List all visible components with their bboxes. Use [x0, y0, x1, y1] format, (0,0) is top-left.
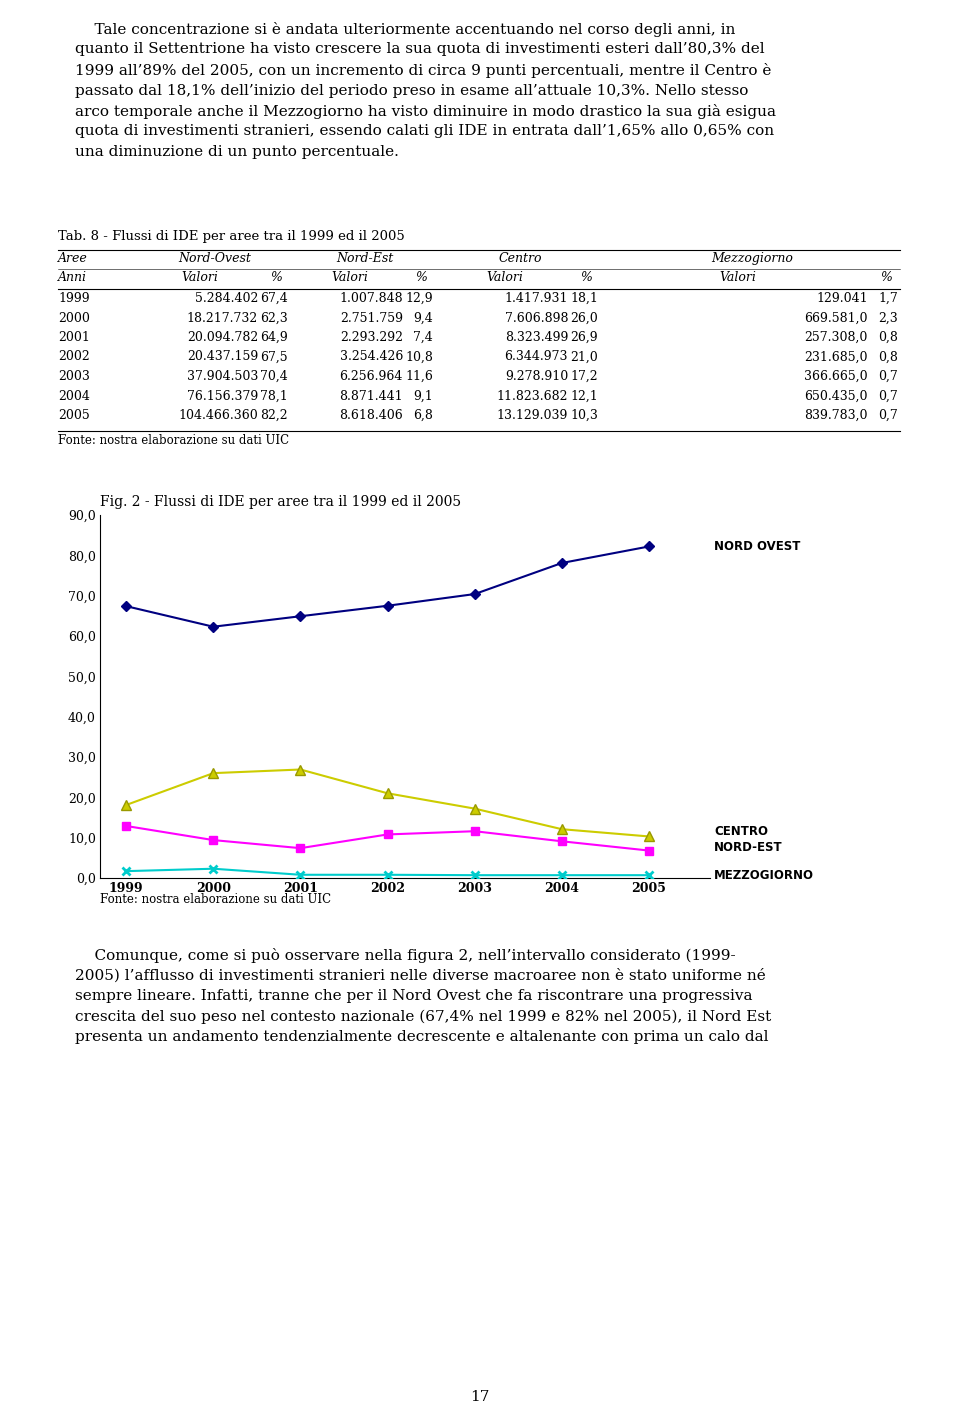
Text: 5.284.402: 5.284.402: [195, 292, 258, 305]
Text: 11,6: 11,6: [405, 370, 433, 383]
Text: %: %: [880, 271, 892, 283]
Text: 17,2: 17,2: [570, 370, 598, 383]
Text: una diminuzione di un punto percentuale.: una diminuzione di un punto percentuale.: [75, 145, 398, 159]
Text: 13.129.039: 13.129.039: [496, 410, 568, 422]
Text: 669.581,0: 669.581,0: [804, 312, 868, 324]
Text: 2001: 2001: [58, 332, 90, 344]
Text: 231.685,0: 231.685,0: [804, 350, 868, 364]
Text: 2.293.292: 2.293.292: [340, 332, 403, 344]
Text: 8.618.406: 8.618.406: [339, 410, 403, 422]
Text: MEZZOGIORNO: MEZZOGIORNO: [714, 869, 814, 881]
Text: Valori: Valori: [181, 271, 219, 283]
Text: 7.606.898: 7.606.898: [505, 312, 568, 324]
Text: 2.751.759: 2.751.759: [340, 312, 403, 324]
Text: 62,3: 62,3: [260, 312, 288, 324]
Text: 18,1: 18,1: [570, 292, 598, 305]
Text: 366.665,0: 366.665,0: [804, 370, 868, 383]
Text: 2,3: 2,3: [878, 312, 898, 324]
Text: Valori: Valori: [719, 271, 756, 283]
Text: 1999: 1999: [58, 292, 89, 305]
Text: Nord-Ovest: Nord-Ovest: [179, 252, 252, 265]
Text: 67,4: 67,4: [260, 292, 288, 305]
Text: 6.344.973: 6.344.973: [505, 350, 568, 364]
Text: 78,1: 78,1: [260, 390, 288, 402]
Text: 0,7: 0,7: [878, 390, 898, 402]
Text: 0,7: 0,7: [878, 370, 898, 383]
Text: Aree: Aree: [58, 252, 87, 265]
Text: 10,3: 10,3: [570, 410, 598, 422]
Text: Fonte: nostra elaborazione su dati UIC: Fonte: nostra elaborazione su dati UIC: [58, 434, 289, 446]
Text: 129.041: 129.041: [816, 292, 868, 305]
Text: 7,4: 7,4: [413, 332, 433, 344]
Text: arco temporale anche il Mezzogiorno ha visto diminuire in modo drastico la sua g: arco temporale anche il Mezzogiorno ha v…: [75, 103, 776, 119]
Text: 2005) l’afflusso di investimenti stranieri nelle diverse macroaree non è stato u: 2005) l’afflusso di investimenti stranie…: [75, 968, 766, 983]
Text: 8.323.499: 8.323.499: [505, 332, 568, 344]
Text: 12,9: 12,9: [405, 292, 433, 305]
Text: 3.254.426: 3.254.426: [340, 350, 403, 364]
Text: sempre lineare. Infatti, tranne che per il Nord Ovest che fa riscontrare una pro: sempre lineare. Infatti, tranne che per …: [75, 989, 753, 1003]
Text: 1.007.848: 1.007.848: [340, 292, 403, 305]
Text: 6.256.964: 6.256.964: [340, 370, 403, 383]
Text: Valori: Valori: [487, 271, 523, 283]
Text: Centro: Centro: [498, 252, 541, 265]
Text: 9,1: 9,1: [413, 390, 433, 402]
Text: Nord-Est: Nord-Est: [336, 252, 394, 265]
Text: quota di investimenti stranieri, essendo calati gli IDE in entrata dall’1,65% al: quota di investimenti stranieri, essendo…: [75, 125, 774, 139]
Text: 1999 all’89% del 2005, con un incremento di circa 9 punti percentuali, mentre il: 1999 all’89% del 2005, con un incremento…: [75, 62, 772, 78]
Text: 0,8: 0,8: [878, 350, 898, 364]
Text: 20.094.782: 20.094.782: [187, 332, 258, 344]
Text: 11.823.682: 11.823.682: [496, 390, 568, 402]
Text: 257.308,0: 257.308,0: [804, 332, 868, 344]
Text: 2003: 2003: [58, 370, 90, 383]
Text: NORD-EST: NORD-EST: [714, 842, 783, 854]
Text: NORD OVEST: NORD OVEST: [714, 540, 801, 553]
Text: Mezzogiorno: Mezzogiorno: [711, 252, 793, 265]
Text: Comunque, come si può osservare nella figura 2, nell’intervallo considerato (199: Comunque, come si può osservare nella fi…: [75, 948, 735, 964]
Text: 9.278.910: 9.278.910: [505, 370, 568, 383]
Text: 2004: 2004: [58, 390, 90, 402]
Text: 8.871.441: 8.871.441: [340, 390, 403, 402]
Text: 2005: 2005: [58, 410, 89, 422]
Text: 21,0: 21,0: [570, 350, 598, 364]
Text: 26,0: 26,0: [570, 312, 598, 324]
Text: 104.466.360: 104.466.360: [179, 410, 258, 422]
Text: 37.904.503: 37.904.503: [186, 370, 258, 383]
Text: Tab. 8 - Flussi di IDE per aree tra il 1999 ed il 2005: Tab. 8 - Flussi di IDE per aree tra il 1…: [58, 230, 405, 242]
Text: %: %: [580, 271, 592, 283]
Text: presenta un andamento tendenzialmente decrescente e altalenante con prima un cal: presenta un andamento tendenzialmente de…: [75, 1030, 769, 1044]
Text: 20.437.159: 20.437.159: [187, 350, 258, 364]
Text: 82,2: 82,2: [260, 410, 288, 422]
Text: 0,7: 0,7: [878, 410, 898, 422]
Text: 1.417.931: 1.417.931: [505, 292, 568, 305]
Text: 76.156.379: 76.156.379: [187, 390, 258, 402]
Text: passato dal 18,1% dell’inizio del periodo preso in esame all’attuale 10,3%. Nell: passato dal 18,1% dell’inizio del period…: [75, 84, 749, 98]
Text: Fonte: nostra elaborazione su dati UIC: Fonte: nostra elaborazione su dati UIC: [100, 893, 331, 905]
Text: 17: 17: [470, 1390, 490, 1404]
Text: 6,8: 6,8: [413, 410, 433, 422]
Text: Anni: Anni: [58, 271, 87, 283]
Text: %: %: [270, 271, 282, 283]
Text: 26,9: 26,9: [570, 332, 598, 344]
Text: Fig. 2 - Flussi di IDE per aree tra il 1999 ed il 2005: Fig. 2 - Flussi di IDE per aree tra il 1…: [100, 495, 461, 509]
Text: 18.217.732: 18.217.732: [187, 312, 258, 324]
Text: quanto il Settentrione ha visto crescere la sua quota di investimenti esteri dal: quanto il Settentrione ha visto crescere…: [75, 43, 764, 57]
Text: 839.783,0: 839.783,0: [804, 410, 868, 422]
Text: 2000: 2000: [58, 312, 90, 324]
Text: Valori: Valori: [331, 271, 369, 283]
Text: 2002: 2002: [58, 350, 89, 364]
Text: 12,1: 12,1: [570, 390, 598, 402]
Text: %: %: [415, 271, 427, 283]
Text: 10,8: 10,8: [405, 350, 433, 364]
Text: 9,4: 9,4: [413, 312, 433, 324]
Text: 650.435,0: 650.435,0: [804, 390, 868, 402]
Text: Tale concentrazione si è andata ulteriormente accentuando nel corso degli anni, : Tale concentrazione si è andata ulterior…: [75, 23, 735, 37]
Text: CENTRO: CENTRO: [714, 825, 768, 837]
Text: 0,8: 0,8: [878, 332, 898, 344]
Text: 1,7: 1,7: [878, 292, 898, 305]
Text: 67,5: 67,5: [260, 350, 288, 364]
Text: crescita del suo peso nel contesto nazionale (67,4% nel 1999 e 82% nel 2005), il: crescita del suo peso nel contesto nazio…: [75, 1009, 771, 1024]
Text: 64,9: 64,9: [260, 332, 288, 344]
Text: 70,4: 70,4: [260, 370, 288, 383]
